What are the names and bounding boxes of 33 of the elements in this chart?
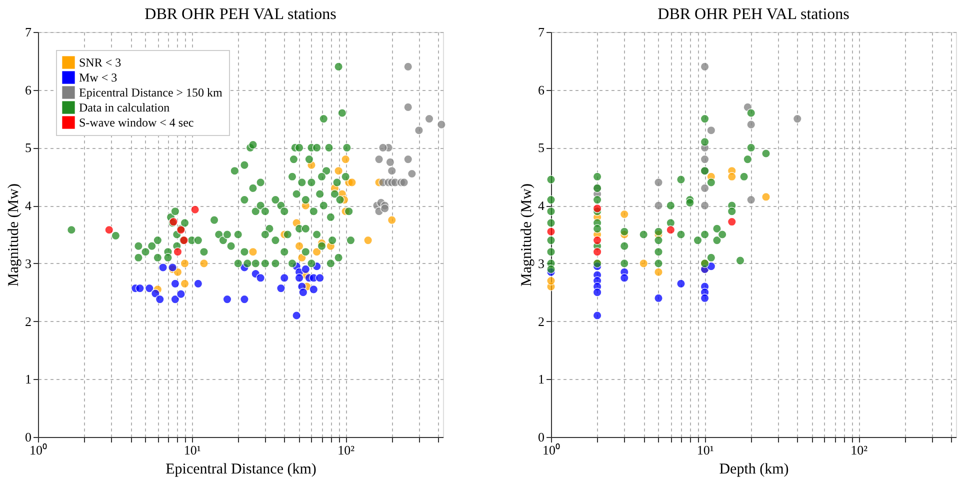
chart-title: DBR OHR PEH VAL stations [658,6,850,23]
y-tick-label: 4 [25,198,32,214]
chart-title: DBR OHR PEH VAL stations [144,6,336,23]
y-tick-label: 7 [538,24,545,40]
x-tick-label: 10² [338,442,355,458]
y-tick-label: 1 [25,372,32,387]
y-tick-label: 1 [538,372,544,387]
legend-label: S-wave window < 4 sec [79,116,194,130]
y-tick-label: 0 [25,430,32,444]
y-tick-label: 6 [25,82,32,98]
x-tick-label: 10² [850,442,868,458]
y-tick-label: 2 [538,314,544,329]
y-tick-label: 3 [538,256,544,271]
x-tick-label: 10¹ [184,442,201,458]
x-tick-label: 10⁰ [30,442,48,458]
y-tick-label: 2 [25,314,32,329]
y-tick-label: 0 [538,430,544,444]
x-axis-title: Epicentral Distance (km) [166,462,316,478]
y-tick-label: 3 [25,256,32,271]
legend-label: Mw < 3 [79,70,118,84]
legend-label: SNR < 3 [79,56,122,70]
y-axis-title: Magnitude (Mw) [519,184,535,286]
x-axis-title: Depth (km) [719,462,789,478]
x-tick-label: 10¹ [696,442,714,458]
y-tick-label: 5 [25,140,32,156]
y-tick-label: 5 [538,140,544,156]
x-tick-label: 10⁰ [542,442,560,458]
y-tick-label: 4 [538,198,545,214]
legend-label: Data in calculation [79,100,170,114]
y-tick-label: 7 [25,24,32,40]
y-axis-title: Magnitude (Mw) [6,184,22,286]
legend-label: Epicentral Distance > 150 km [79,86,224,100]
y-tick-label: 6 [538,82,545,98]
